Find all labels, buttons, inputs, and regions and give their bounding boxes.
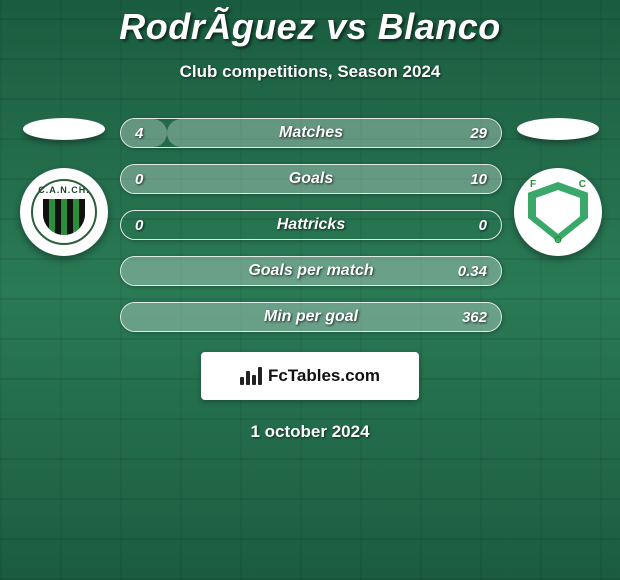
stat-value-left: 0 xyxy=(135,165,143,193)
stat-value-left: 4 xyxy=(135,119,143,147)
stat-value-right: 0 xyxy=(479,211,487,239)
subtitle: Club competitions, Season 2024 xyxy=(180,62,441,82)
stats-bars: 4 29 Matches 0 10 Goals 0 0 Hattricks 0.34 Goals p… xyxy=(108,118,514,332)
stat-bar: 0 0 Hattricks xyxy=(120,210,502,240)
date-label: 1 october 2024 xyxy=(250,422,369,442)
stat-label: Goals xyxy=(289,170,333,188)
left-crest-text: C.A.N.CH. xyxy=(33,185,95,195)
stat-value-right: 29 xyxy=(470,119,487,147)
left-shadow-ellipse xyxy=(23,118,105,140)
fctables-link[interactable]: FcTables.com xyxy=(201,352,419,400)
stat-label: Goals per match xyxy=(248,262,373,280)
stat-label: Min per goal xyxy=(264,308,358,326)
stat-bar: 362 Min per goal xyxy=(120,302,502,332)
stat-value-right: 0.34 xyxy=(458,257,487,285)
stat-fill-left xyxy=(121,119,167,147)
left-side: C.A.N.CH. xyxy=(0,118,108,256)
stat-label: Matches xyxy=(279,124,343,142)
page-title: RodrÃ­guez vs Blanco xyxy=(119,6,501,48)
right-side: F C O xyxy=(514,118,620,256)
stat-value-right: 10 xyxy=(470,165,487,193)
fctables-label: FcTables.com xyxy=(268,366,380,386)
stat-bar: 0 10 Goals xyxy=(120,164,502,194)
right-shield-letter-f: F xyxy=(530,179,536,190)
right-shield-bottom-letter: O xyxy=(528,235,588,246)
stat-bar: 4 29 Matches xyxy=(120,118,502,148)
content-wrapper: RodrÃ­guez vs Blanco Club competitions, … xyxy=(0,0,620,580)
stat-value-right: 362 xyxy=(462,303,487,331)
bar-chart-icon xyxy=(240,367,262,385)
left-shield: C.A.N.CH. xyxy=(31,179,97,245)
left-team-crest: C.A.N.CH. xyxy=(20,168,108,256)
left-crest-stripes xyxy=(43,199,85,235)
right-shadow-ellipse xyxy=(517,118,599,140)
main-row: C.A.N.CH. 429Matches010Goals00Hattricks0… xyxy=(0,118,620,332)
right-shield-letter-c: C xyxy=(579,179,586,190)
right-shield: F C O xyxy=(528,182,588,242)
stat-value-left: 0 xyxy=(135,211,143,239)
stat-bar: 0.34 Goals per match xyxy=(120,256,502,286)
stat-label: Hattricks xyxy=(277,216,345,234)
right-team-crest: F C O xyxy=(514,168,602,256)
right-shield-top-letters: F C xyxy=(528,179,588,190)
